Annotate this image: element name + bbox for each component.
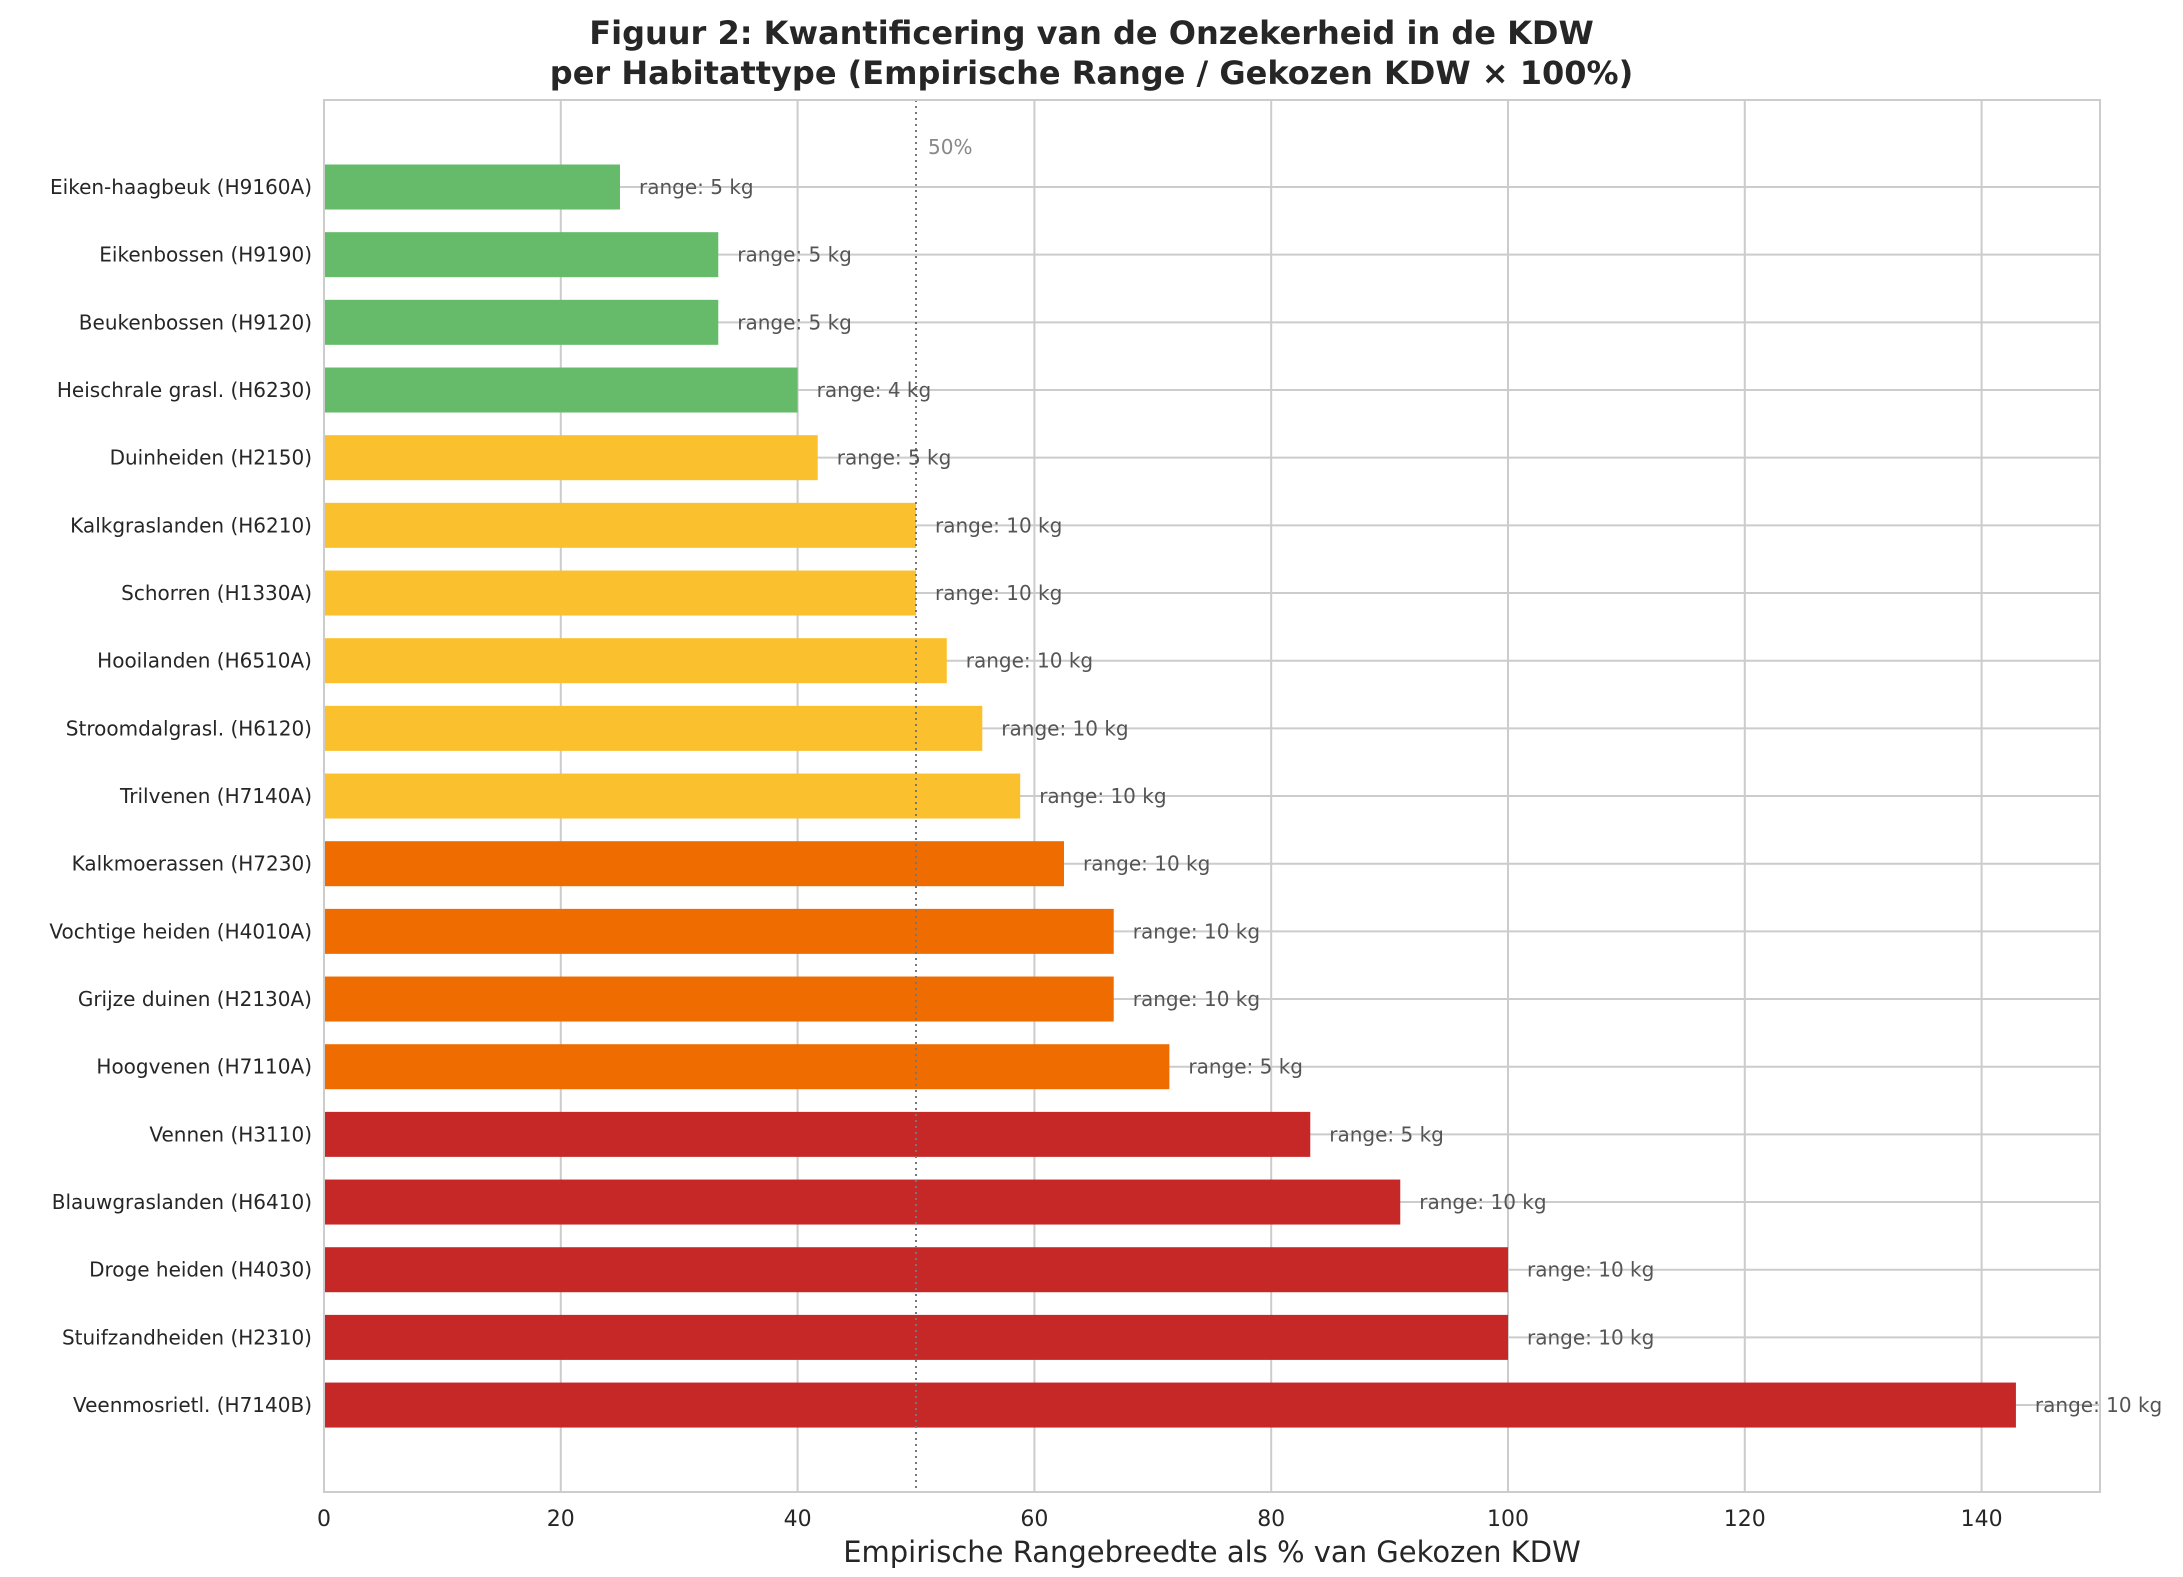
bar-annotation: range: 10 kg [1133,987,1260,1011]
bar-annotation: range: 5 kg [1188,1055,1303,1079]
y-tick-label: Stroomdalgrasl. (H6120) [66,716,312,740]
bar [324,232,719,278]
bar [324,1382,2016,1428]
bar-annotation: range: 5 kg [1329,1122,1444,1146]
bar [324,367,798,413]
bar [324,976,1114,1022]
bar-annotation: range: 10 kg [935,513,1062,537]
chart-title-line-1: Figuur 2: Kwantificering van de Onzekerh… [589,14,1594,52]
y-tick-label: Droge heiden (H4030) [89,1258,312,1282]
y-tick-label: Schorren (H1330A) [121,581,312,605]
bar-annotation: range: 10 kg [1083,852,1210,876]
reference-line-label: 50% [928,135,972,159]
y-tick-label: Stuifzandheiden (H2310) [62,1325,312,1349]
chart-title-line-2: per Habitattype (Empirische Range / Geko… [549,54,1634,92]
bar [324,435,818,481]
bar [324,1044,1170,1090]
x-tick-label: 100 [1487,1507,1529,1532]
y-tick-label: Hoogvenen (H7110A) [96,1055,312,1079]
y-tick-label: Trilvenen (H7140A) [119,784,312,808]
x-tick-label: 140 [1961,1507,2003,1532]
bar-annotation: range: 5 kg [639,175,754,199]
y-tick-label: Kalkgraslanden (H6210) [70,513,312,537]
y-tick-label: Vennen (H3110) [149,1122,312,1146]
bar [324,1179,1401,1225]
bar-annotation: range: 10 kg [1419,1190,1546,1214]
label-layer: 0 20 40 60 80 100 120 140 Eiken-haagbeuk (H9160A… [49,135,2162,1532]
bar [324,705,983,751]
bar [324,502,916,548]
y-tick-label: Heischrale grasl. (H6230) [57,378,312,402]
bar [324,638,947,684]
x-tick-label: 80 [1257,1507,1285,1532]
y-tick-label: Vochtige heiden (H4010A) [49,919,312,943]
bar-annotation: range: 5 kg [737,310,852,334]
x-tick-label: 40 [784,1507,812,1532]
bar-annotation: range: 10 kg [1133,919,1260,943]
x-tick-label: 20 [547,1507,575,1532]
x-tick-label: 60 [1020,1507,1048,1532]
y-tick-label: Grijze duinen (H2130A) [78,987,312,1011]
x-tick-label: 120 [1724,1507,1766,1532]
y-tick-label: Eikenbossen (H9190) [99,243,312,267]
bar-annotation: range: 10 kg [1001,716,1128,740]
x-tick-label: 0 [317,1507,331,1532]
y-tick-label: Eiken-haagbeuk (H9160A) [50,175,312,199]
bar-annotation: range: 10 kg [1039,784,1166,808]
bar [324,1111,1311,1157]
bar [324,841,1064,887]
bar-annotation: range: 4 kg [817,378,932,402]
x-axis-label: Empirische Rangebreedte als % van Gekoze… [843,1535,1581,1569]
y-tick-label: Blauwgraslanden (H6410) [52,1190,312,1214]
bar [324,1247,1508,1293]
bar-annotation: range: 10 kg [935,581,1062,605]
y-tick-label: Duinheiden (H2150) [110,446,312,470]
y-tick-label: Hooilanden (H6510A) [97,649,312,673]
bar-annotation: range: 10 kg [1527,1258,1654,1282]
bar-annotation: range: 5 kg [737,243,852,267]
y-tick-label: Beukenbossen (H9120) [79,310,312,334]
bar [324,570,916,616]
bar-annotation: range: 10 kg [2035,1393,2162,1417]
bar-annotation: range: 5 kg [837,446,952,470]
bar [324,908,1114,954]
y-tick-label: Veenmosrietl. (H7140B) [73,1393,312,1417]
bar-annotation: range: 10 kg [1527,1325,1654,1349]
bar-layer [324,164,2016,1428]
y-tick-label: Kalkmoerassen (H7230) [72,852,312,876]
bar [324,773,1021,819]
plot-frame [323,99,2101,1493]
bar [324,299,719,345]
bar-annotation: range: 10 kg [966,649,1093,673]
bar [324,164,620,210]
